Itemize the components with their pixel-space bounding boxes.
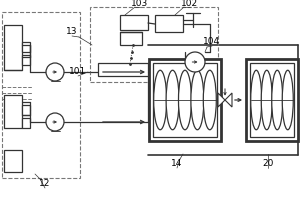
Text: 102: 102 bbox=[182, 0, 199, 7]
Ellipse shape bbox=[178, 70, 191, 130]
Text: 12: 12 bbox=[39, 180, 51, 188]
Bar bbox=[4, 95, 22, 128]
Polygon shape bbox=[218, 93, 225, 107]
Ellipse shape bbox=[261, 70, 272, 130]
Text: 103: 103 bbox=[131, 0, 148, 7]
Text: 20: 20 bbox=[262, 160, 274, 168]
Bar bbox=[22, 42, 30, 52]
Bar bbox=[2, 12, 80, 178]
Text: 13: 13 bbox=[66, 27, 78, 36]
Polygon shape bbox=[225, 93, 232, 107]
Bar bbox=[4, 150, 22, 172]
Text: 14: 14 bbox=[171, 160, 183, 168]
Bar bbox=[120, 32, 142, 45]
Bar bbox=[120, 15, 148, 30]
Bar bbox=[4, 25, 22, 70]
Ellipse shape bbox=[203, 70, 216, 130]
Ellipse shape bbox=[191, 70, 204, 130]
Ellipse shape bbox=[166, 70, 179, 130]
Bar bbox=[153, 63, 217, 137]
Bar bbox=[22, 55, 30, 65]
Bar bbox=[22, 118, 30, 128]
Bar bbox=[22, 105, 30, 115]
Ellipse shape bbox=[272, 70, 283, 130]
Circle shape bbox=[46, 113, 64, 131]
Bar bbox=[98, 63, 148, 76]
Text: 101: 101 bbox=[69, 68, 87, 76]
Bar bbox=[149, 59, 221, 141]
Bar bbox=[155, 15, 183, 32]
Bar bbox=[250, 63, 294, 137]
Bar bbox=[90, 7, 218, 82]
Circle shape bbox=[185, 52, 205, 72]
Ellipse shape bbox=[251, 70, 262, 130]
Text: 104: 104 bbox=[203, 38, 220, 46]
Bar bbox=[246, 59, 298, 141]
Ellipse shape bbox=[282, 70, 293, 130]
Circle shape bbox=[46, 63, 64, 81]
Ellipse shape bbox=[154, 70, 167, 130]
